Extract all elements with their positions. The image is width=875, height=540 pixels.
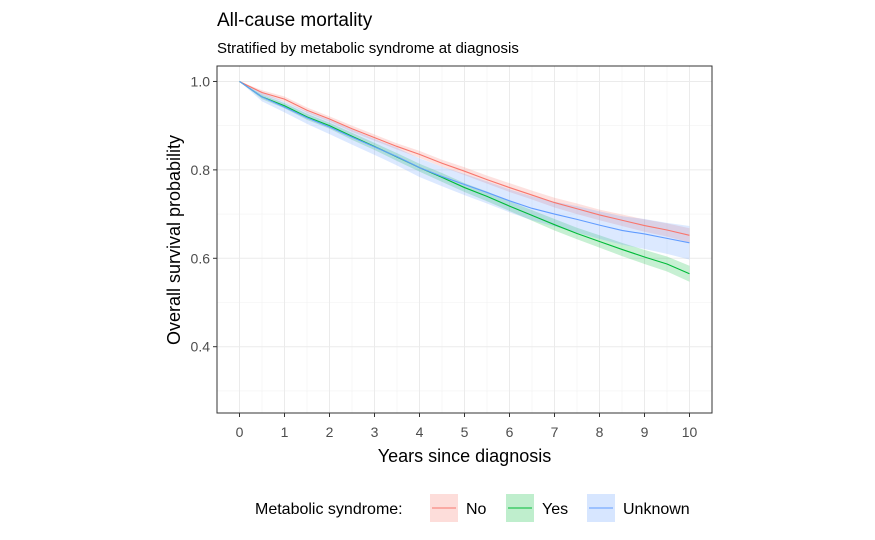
x-axis-title: Years since diagnosis [378, 446, 551, 466]
legend-items: No Yes Unknown [430, 494, 690, 522]
x-tick-label: 6 [506, 424, 514, 440]
legend-item-yes: Yes [506, 494, 568, 522]
survival-line-yes [239, 81, 690, 275]
chart-subtitle: Stratified by metabolic syndrome at diag… [217, 40, 519, 57]
y-tick-label: 0.4 [191, 339, 211, 355]
x-tick-label: 0 [236, 424, 244, 440]
y-tick-label: 0.8 [191, 162, 211, 178]
legend: Metabolic syndrome: No Yes Unknown [255, 494, 690, 522]
x-tick-label: 10 [682, 424, 698, 440]
x-tick-label: 5 [461, 424, 469, 440]
x-tick-label: 4 [416, 424, 424, 440]
x-tick-label: 7 [551, 424, 559, 440]
legend-label-yes: Yes [542, 501, 568, 518]
x-tick-label: 9 [641, 424, 649, 440]
ci-band-no [239, 81, 690, 243]
x-tick-label: 2 [326, 424, 334, 440]
confidence-bands [239, 81, 690, 282]
y-tick-label: 0.6 [191, 250, 211, 266]
x-tick-label: 3 [371, 424, 379, 440]
y-axis: 0.4 0.6 0.8 1.0 [191, 73, 217, 355]
grid-lines [217, 66, 712, 413]
x-axis: 0 1 2 3 4 5 6 7 8 9 10 [236, 413, 698, 440]
legend-title: Metabolic syndrome: [255, 501, 403, 518]
x-tick-label: 1 [281, 424, 289, 440]
legend-label-unknown: Unknown [623, 501, 690, 518]
ci-band-unknown [239, 81, 690, 260]
y-axis-title: Overall survival probability [164, 135, 184, 345]
ci-band-yes [239, 81, 690, 282]
chart-title: All-cause mortality [217, 10, 373, 31]
plot-panel [216, 65, 713, 414]
survival-curves [239, 80, 690, 275]
legend-item-unknown: Unknown [587, 494, 690, 522]
y-tick-label: 1.0 [191, 73, 211, 89]
legend-label-no: No [466, 501, 487, 518]
x-tick-label: 8 [596, 424, 604, 440]
legend-item-no: No [430, 494, 487, 522]
survival-line-unknown [239, 81, 690, 244]
survival-line-no [239, 80, 690, 236]
